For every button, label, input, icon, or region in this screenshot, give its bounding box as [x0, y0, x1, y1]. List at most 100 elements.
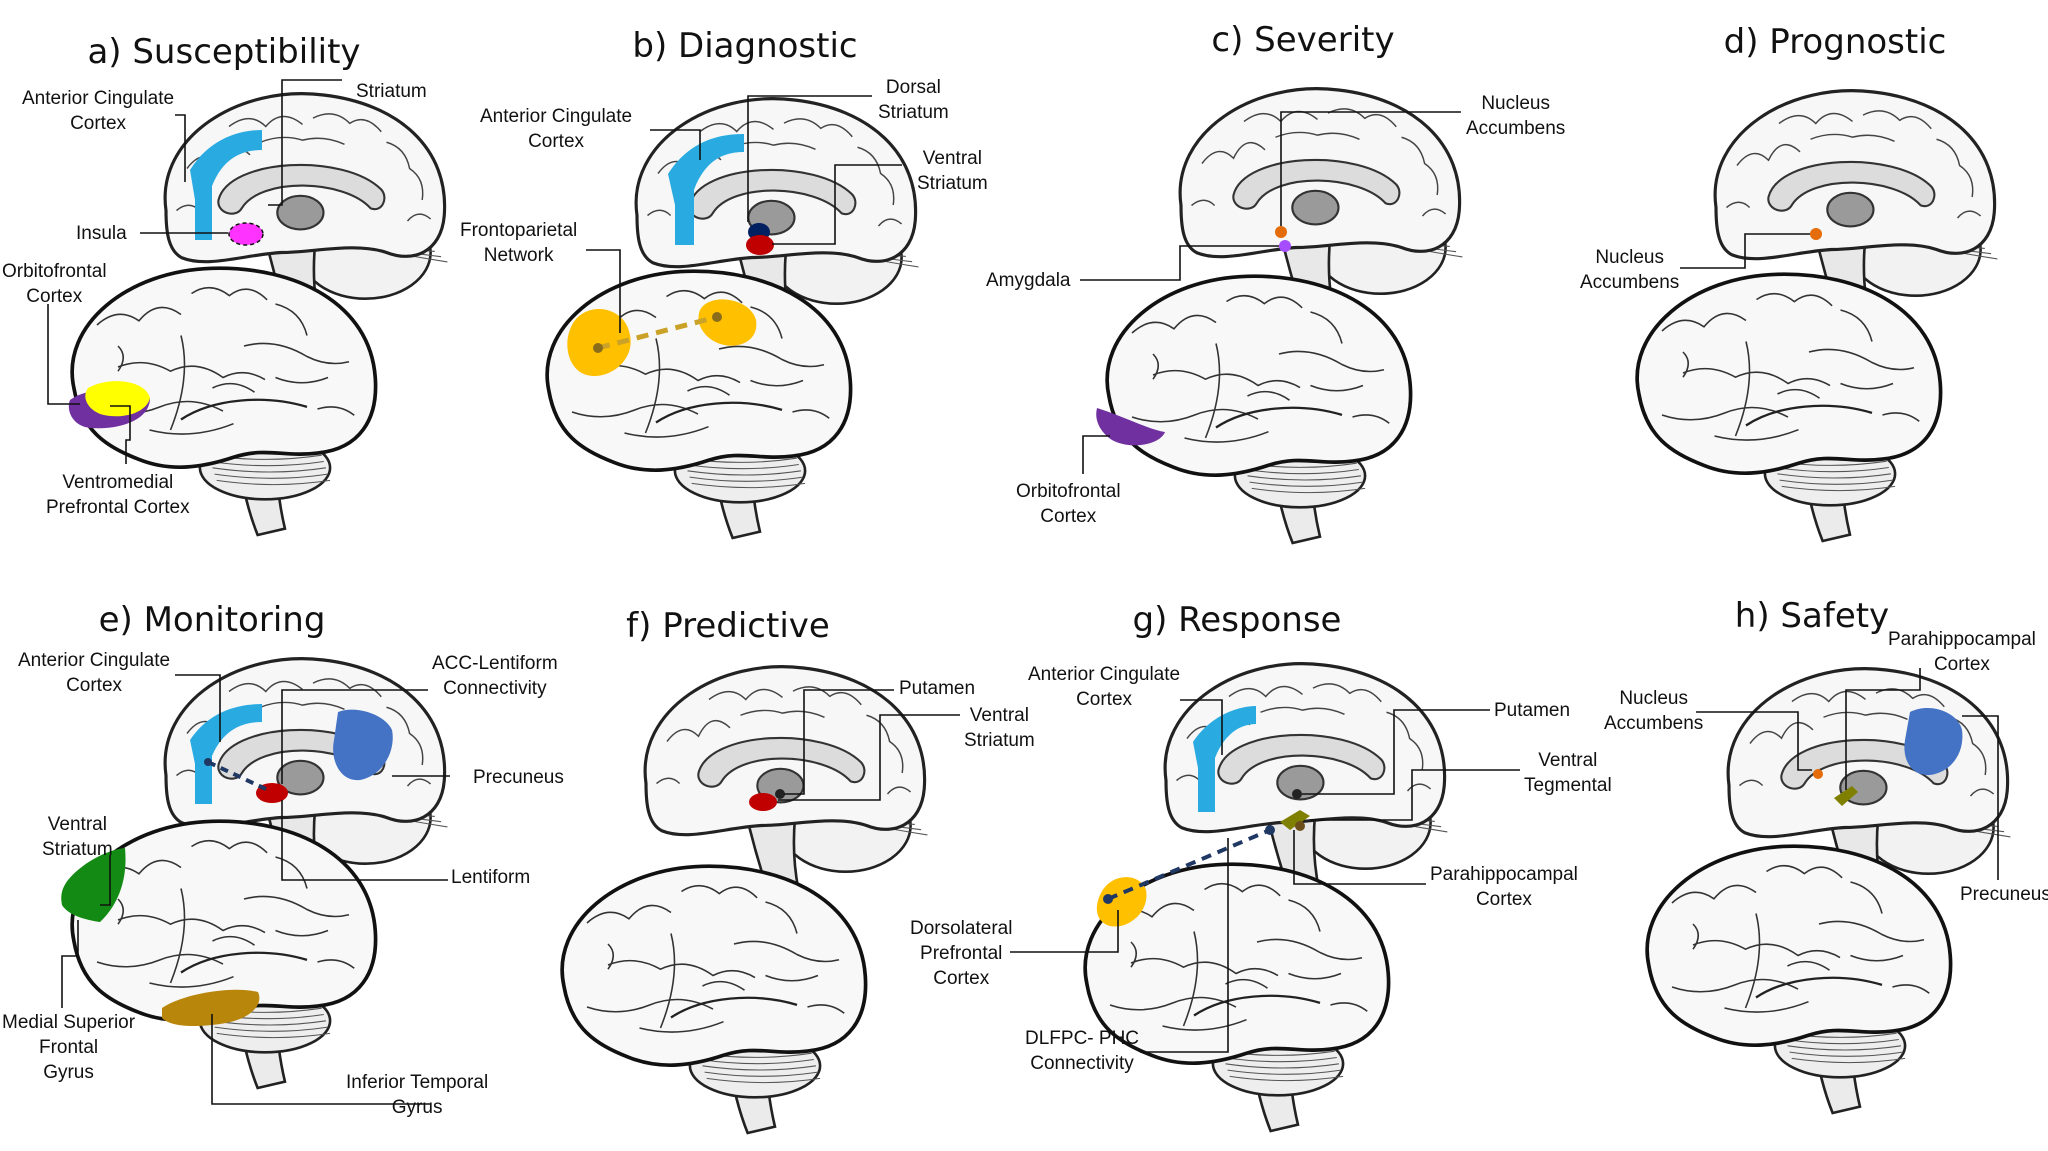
corpus-callosum — [688, 168, 857, 220]
lateral-sulcus — [180, 398, 308, 421]
leader-b-ventral — [772, 164, 902, 245]
gyrus-line — [1840, 382, 1894, 390]
lateral-sulcus — [1215, 406, 1343, 429]
gyrus-line — [1726, 201, 1751, 209]
gyrus-line — [1109, 996, 1237, 1011]
ventral-striatum-region-f — [749, 793, 777, 811]
label-h-precuneus: Precuneus — [1960, 884, 2048, 905]
gyrus-line — [733, 940, 840, 963]
fpn-frontal-region-b — [567, 308, 631, 377]
gyrus-line — [750, 306, 783, 339]
title-g: g) Response — [1132, 600, 1342, 640]
title-c: c) Severity — [1211, 20, 1395, 60]
label-h-phc: Parahippocampal Cortex — [1888, 629, 2036, 675]
thalamus — [1826, 191, 1875, 228]
thalamus — [276, 194, 325, 231]
gyrus-line — [586, 998, 714, 1013]
thalamus — [276, 759, 325, 796]
gyrus-line — [1734, 341, 1751, 437]
leader-e-lentiform — [281, 800, 448, 881]
vmpfc-region-a — [85, 381, 150, 417]
gyrus-line — [1671, 978, 1799, 993]
acc-lentiform-connection-e — [207, 760, 269, 792]
cerebellum-folia — [1787, 1045, 1901, 1051]
connection-node-e — [204, 758, 212, 766]
gyrus-line — [1724, 1000, 1809, 1013]
amygdala-region-c — [1279, 240, 1291, 252]
gyrus-line — [659, 933, 676, 1029]
corpus-callosum — [217, 163, 386, 215]
gyrus-line — [1201, 141, 1266, 164]
cerebellum-folia — [1789, 1051, 1904, 1057]
gyrus-line — [406, 778, 432, 787]
gyrus-line — [406, 213, 432, 222]
ofc-region-c — [1096, 408, 1165, 446]
gyrus-line — [1247, 390, 1290, 401]
gyrus-line — [1191, 199, 1216, 207]
gyrus-line — [708, 688, 783, 701]
gyrus-line — [807, 1004, 845, 1014]
leader-f-putamen — [784, 689, 894, 795]
cerebrum-outline — [1105, 274, 1413, 477]
corpus-callosum — [1232, 158, 1401, 210]
gyrus-line — [1936, 138, 1974, 198]
cerebellum-folia — [1227, 1069, 1342, 1075]
gyrus-line — [117, 361, 266, 381]
gyrus-line — [702, 980, 745, 991]
gyrus-line — [1288, 972, 1342, 980]
gyrus-line — [1260, 706, 1345, 716]
gyrus-line — [1152, 369, 1301, 389]
gyrus-line — [765, 974, 819, 982]
gyrus-line — [1810, 133, 1895, 143]
gyrus-line — [1352, 414, 1390, 424]
medial-brain-c — [1178, 87, 1463, 334]
gyrus-line — [228, 115, 303, 128]
gyrus-line — [317, 959, 355, 969]
gyrus-line — [1131, 314, 1217, 334]
gyrus-line — [1288, 899, 1321, 932]
dlpfc-phc-connection-g — [1107, 828, 1271, 901]
label-c-amygdala: Amygdala — [986, 270, 1071, 291]
gyrus-line — [765, 901, 798, 934]
cerebrum-outline — [1083, 862, 1391, 1065]
label-b-dorsal: Dorsal Striatum — [878, 77, 949, 123]
nacc-region-d — [1810, 228, 1822, 240]
cerebellum-folia — [216, 1032, 331, 1039]
lateral-sulcus — [180, 951, 308, 974]
label-e-vs: Ventral Striatum — [42, 814, 113, 860]
cerebellum-folia — [1777, 473, 1891, 479]
cerebrum-outline — [1645, 844, 1953, 1047]
lateral-sulcus — [1745, 404, 1873, 427]
cerebellum-folia — [1791, 1057, 1906, 1064]
cerebrum-outline — [1635, 272, 1943, 475]
label-g-vt: Ventral Tegmental — [1524, 750, 1612, 796]
gyrus-line — [1692, 939, 1841, 959]
label-a-striatum: Striatum — [356, 81, 427, 102]
cerebellum-folia — [216, 479, 331, 486]
gyrus-line — [1850, 954, 1904, 962]
title-e: e) Monitoring — [98, 600, 326, 640]
leader-e-itg — [211, 1014, 430, 1105]
gyrus-line — [866, 714, 904, 774]
gyrus-line — [1862, 110, 1932, 130]
gyrus-line — [1130, 941, 1138, 968]
fpn-node-b — [712, 312, 722, 322]
lateral-brain-h — [1645, 844, 1953, 1115]
label-f-vs: Ventral Striatum — [964, 705, 1035, 751]
gyrus-line — [275, 376, 329, 384]
acc-region-a — [190, 130, 262, 240]
title-h: h) Safety — [1734, 596, 1890, 636]
cerebellum-folia — [1775, 466, 1889, 473]
gyrus-line — [386, 706, 424, 766]
title-a: a) Susceptibility — [87, 32, 361, 72]
phc-node-g — [1295, 821, 1305, 831]
leader-c-ofc — [1082, 435, 1110, 474]
gyrus-line — [1882, 412, 1920, 422]
connection-node-g — [1103, 894, 1113, 904]
gyrus-line — [169, 335, 186, 431]
acc-region-b — [668, 134, 744, 245]
gyrus-line — [666, 719, 731, 742]
gyrus-line — [1176, 774, 1201, 782]
cerebrum-outline — [70, 266, 378, 469]
